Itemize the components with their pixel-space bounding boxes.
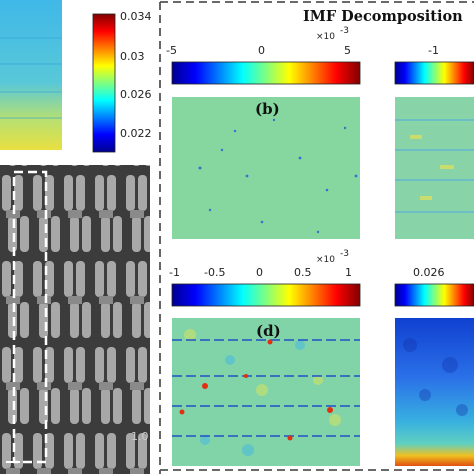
map-d-blobs — [184, 329, 341, 456]
sem-texture — [0, 165, 150, 474]
colorbar-b-gradient — [171, 61, 361, 85]
colorbar-d-exponent-base: ×10 — [316, 255, 335, 265]
map-d-hotspots — [179, 339, 333, 441]
map-a-field — [0, 0, 62, 150]
panel-label-d: (d) — [256, 322, 281, 340]
panel-a — [0, 0, 62, 150]
sem-scale-text: 1.0 — [131, 430, 149, 443]
left-colorbar-gradient — [92, 13, 116, 153]
panel-label-b: (b) — [255, 100, 280, 118]
colorbar-e: 0.026 — [394, 266, 474, 307]
colorbar-b-tick-2: 5 — [344, 44, 351, 57]
map-b-specks — [198, 118, 358, 234]
colorbar-d-tick-3: 0.5 — [294, 266, 312, 279]
colorbar-d-exponent-power: -3 — [340, 249, 349, 259]
colorbar-d-tick-1: -0.5 — [204, 266, 225, 279]
colorbar-b-tick-1: 0 — [258, 44, 265, 57]
map-b-field — [172, 97, 360, 239]
map-e-field — [395, 318, 474, 466]
map-c-field — [395, 97, 474, 239]
sem-selection-box — [12, 170, 48, 464]
colorbar-c-gradient — [394, 61, 474, 85]
colorbar-d-tick-4: 1 — [345, 266, 352, 279]
panel-b: (b) — [172, 97, 360, 239]
colorbar-d: ×10 -3 -1 -0.5 0 0.5 1 — [169, 249, 361, 307]
colorbar-b: ×10 -3 -5 0 5 — [166, 26, 361, 85]
left-colorbar-tick-0: 0.034 — [120, 10, 152, 23]
map-c-warm-spots — [410, 135, 454, 200]
map-a-streaks — [0, 37, 62, 119]
colorbar-c: -1 — [394, 44, 474, 85]
colorbar-b-exponent-base: ×10 — [316, 32, 335, 42]
left-colorbar: 0.034 0.03 0.026 0.022 — [92, 10, 152, 153]
imf-dashed-border — [159, 1, 474, 474]
figure-title: IMF Decomposition — [303, 8, 463, 25]
panel-e — [395, 318, 474, 466]
colorbar-d-tick-0: -1 — [169, 266, 180, 279]
colorbar-e-tick-0: 0.026 — [413, 266, 445, 279]
left-colorbar-tick-1: 0.03 — [120, 50, 145, 63]
sem-image: 1.0 — [0, 165, 150, 474]
colorbar-d-gradient — [171, 283, 361, 307]
colorbar-b-tick-0: -5 — [166, 44, 177, 57]
map-d-bands — [172, 339, 360, 437]
panel-c — [395, 97, 474, 239]
panel-d: (d) — [172, 318, 360, 466]
colorbar-e-gradient — [394, 283, 474, 307]
colorbar-c-tick-0: -1 — [428, 44, 439, 57]
map-c-bands — [395, 119, 474, 213]
colorbar-d-tick-2: 0 — [256, 266, 263, 279]
left-colorbar-tick-3: 0.022 — [120, 127, 152, 140]
colorbar-b-exponent-power: -3 — [340, 26, 349, 36]
map-e-texture — [403, 338, 468, 416]
left-colorbar-tick-2: 0.026 — [120, 88, 152, 101]
